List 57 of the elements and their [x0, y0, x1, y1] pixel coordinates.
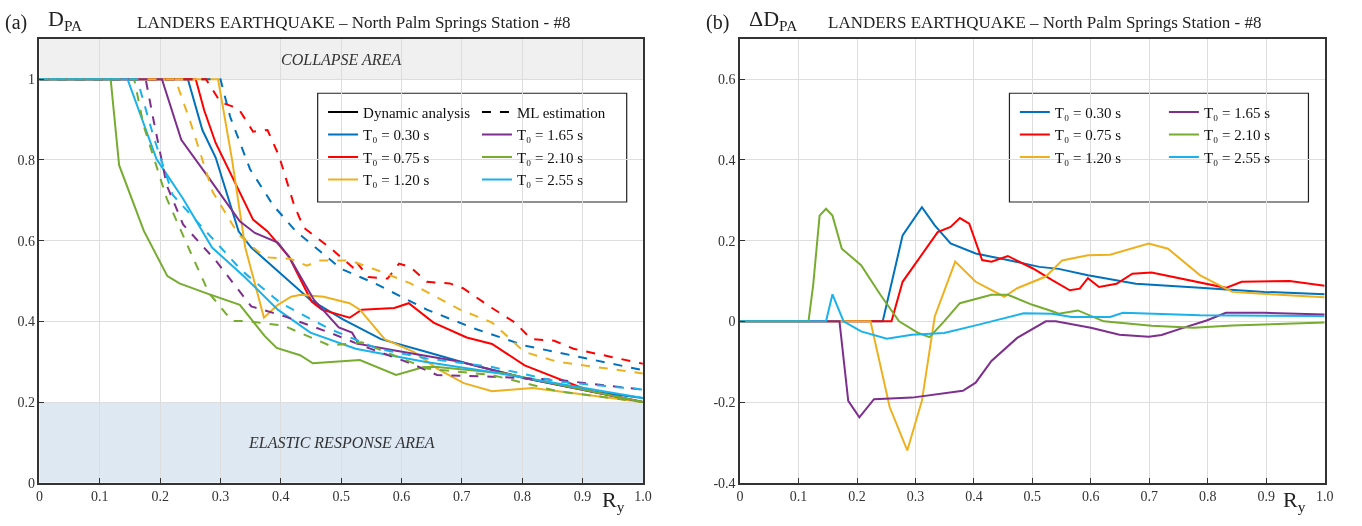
legend-label: T₀ = 2.10 s — [516, 149, 584, 166]
x-tick-label: 0.7 — [1140, 489, 1159, 505]
x-tick-label: 0.3 — [211, 489, 230, 505]
y-tick-label: 0.6 — [718, 72, 736, 88]
x-tick-label: 0.5 — [332, 489, 350, 505]
x-tick-label: 0.1 — [789, 489, 808, 505]
x-tick-label: 0.8 — [1198, 489, 1217, 505]
band-label: COLLAPSE AREA — [281, 51, 402, 68]
text: (a) — [5, 11, 28, 34]
chart-title: LANDERS EARTHQUAKE – North Palm Springs Station - #8 — [137, 13, 571, 32]
line-series — [740, 293, 1325, 340]
x-tick-label: 0.4 — [965, 489, 983, 505]
y-axis-title: ΔD$_{PA}$ — [749, 6, 798, 34]
x-tick-label: 0.2 — [848, 489, 866, 505]
y-axis-title: D$_{PA}$ — [48, 6, 83, 34]
legend-label: T₀ = 2.10 s — [1203, 127, 1271, 144]
x-tick-label: 0.4 — [272, 489, 290, 505]
x-tick-label: 0.9 — [1257, 489, 1275, 505]
x-tick-label: 0.8 — [513, 489, 531, 505]
y-tick-label: 0.6 — [17, 233, 35, 249]
y-tick-label: 0.2 — [718, 233, 736, 249]
legend-label: T₀ = 0.75 s — [1054, 127, 1122, 144]
legend-label: T₀ = 0.75 s — [363, 149, 430, 166]
legend-label: T₀ = 1.65 s — [1203, 104, 1271, 121]
x-tick-label: 0.7 — [453, 489, 471, 505]
y-tick-label: 0.4 — [17, 314, 35, 330]
legend-label: T₀ = 1.20 s — [1054, 149, 1122, 166]
x-tick-label: 0.3 — [906, 489, 925, 505]
y-tick-label: -0.4 — [713, 475, 736, 491]
legend-label: T₀ = 2.55 s — [516, 172, 584, 189]
x-tick-label: 1.0 — [1315, 489, 1334, 505]
x-axis-title: R$_{y}$ — [1283, 487, 1306, 515]
x-tick-label: 1.0 — [634, 489, 652, 505]
band-label: ELASTIC RESPONSE AREA — [248, 434, 435, 451]
y-tick-label: -0.2 — [713, 394, 736, 410]
legend-label: T₀ = 0.30 s — [363, 127, 430, 144]
x-tick-label: 0.9 — [573, 489, 592, 505]
x-tick-label: 0.2 — [151, 489, 169, 505]
y-tick-label: 0.8 — [17, 152, 35, 168]
legend-label: Dynamic analysis — [363, 104, 471, 121]
y-tick-label: 0.2 — [17, 394, 35, 410]
y-tick-label: 0.4 — [718, 152, 736, 168]
x-tick-label: 0.5 — [1023, 489, 1042, 505]
chart-title: LANDERS EARTHQUAKE – North Palm Springs Station - #8 — [828, 13, 1262, 32]
x-tick-label: 0.1 — [91, 489, 109, 505]
y-tick-label: 0 — [27, 475, 35, 491]
legend-label: T₀ = 1.65 s — [516, 127, 584, 144]
x-tick-label: 0.6 — [1082, 489, 1100, 505]
y-tick-label: 0 — [728, 314, 736, 330]
x-tick-label: 0.6 — [392, 489, 411, 505]
y-tick-label: 1 — [27, 72, 35, 88]
text: (b) — [706, 11, 730, 34]
legend-label: T₀ = 2.55 s — [1203, 149, 1271, 166]
legend-label: ML estimation — [516, 104, 606, 121]
legend-label: T₀ = 1.20 s — [363, 172, 430, 189]
legend-label: T₀ = 0.30 s — [1054, 104, 1122, 121]
x-axis-title: R$_{y}$ — [602, 487, 625, 515]
